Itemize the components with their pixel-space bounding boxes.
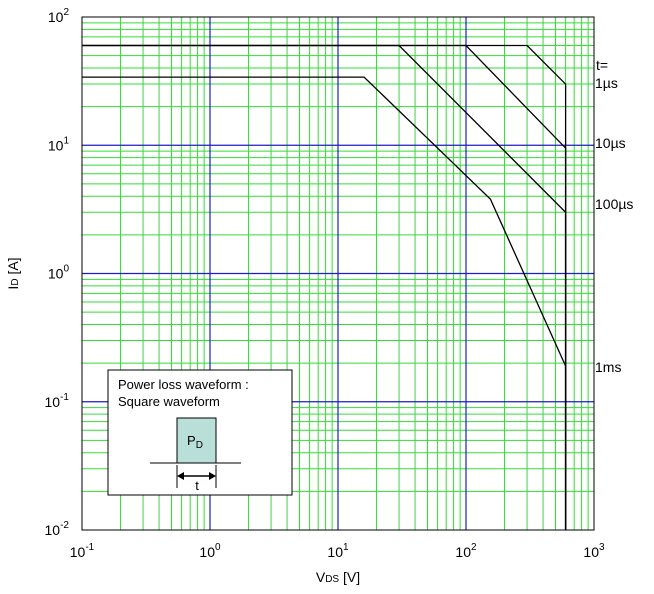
x-tick-label: 101 [327,542,349,560]
series-label: 10µs [595,135,626,151]
x-tick-labels: 10-1 100 101 102 103 [70,542,605,560]
arrow-head-right-icon [209,472,216,480]
y-axis-label: ID [A] [5,257,21,289]
pulse-label: PD [187,433,203,451]
y-tick-label: 10-1 [45,392,70,410]
curves [82,44,567,530]
inset-title: Power loss waveform : [118,377,249,392]
y-tick-label: 100 [48,264,70,282]
arrow-head-left-icon [177,472,184,480]
inset-subtitle: Square waveform [118,394,220,409]
series-label: 1ms [595,359,621,375]
series-header-label: t= [596,57,608,73]
y-tick-label: 102 [48,7,70,25]
waveform-inset: Power loss waveform : Square waveform PD… [107,369,293,496]
x-tick-label: 10-1 [70,542,95,560]
y-tick-label: 101 [48,135,70,153]
x-tick-label: 100 [199,542,221,560]
y-tick-label: 10-2 [45,520,70,538]
series-label: 1µs [595,75,618,91]
waveform-pulse [176,417,217,464]
pulse-width-label: t [195,478,199,493]
y-tick-labels: 10-2 10-1 100 101 102 [45,7,70,538]
x-axis-label: VDS [V] [316,569,360,585]
x-tick-label: 103 [583,542,605,560]
plot-frame [81,16,595,531]
soa-curve-4 [82,76,567,530]
series-labels: 1µs 10µs 100µs 1ms [595,75,633,375]
x-tick-label: 102 [455,542,477,560]
series-label: 100µs [595,196,633,212]
